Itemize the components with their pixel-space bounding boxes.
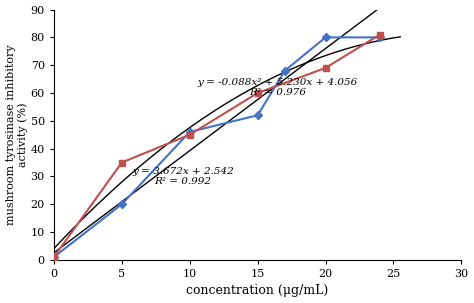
X-axis label: concentration (μg/mL): concentration (μg/mL) <box>186 285 329 298</box>
Text: y = -0.088x² + 5.230x + 4.056
R² = 0.976: y = -0.088x² + 5.230x + 4.056 R² = 0.976 <box>198 78 358 97</box>
Y-axis label: mushroom tyrosinase inhibitory
activity (%): mushroom tyrosinase inhibitory activity … <box>6 45 28 225</box>
Text: y = 3.672x + 2.542
R² = 0.992: y = 3.672x + 2.542 R² = 0.992 <box>132 167 234 186</box>
